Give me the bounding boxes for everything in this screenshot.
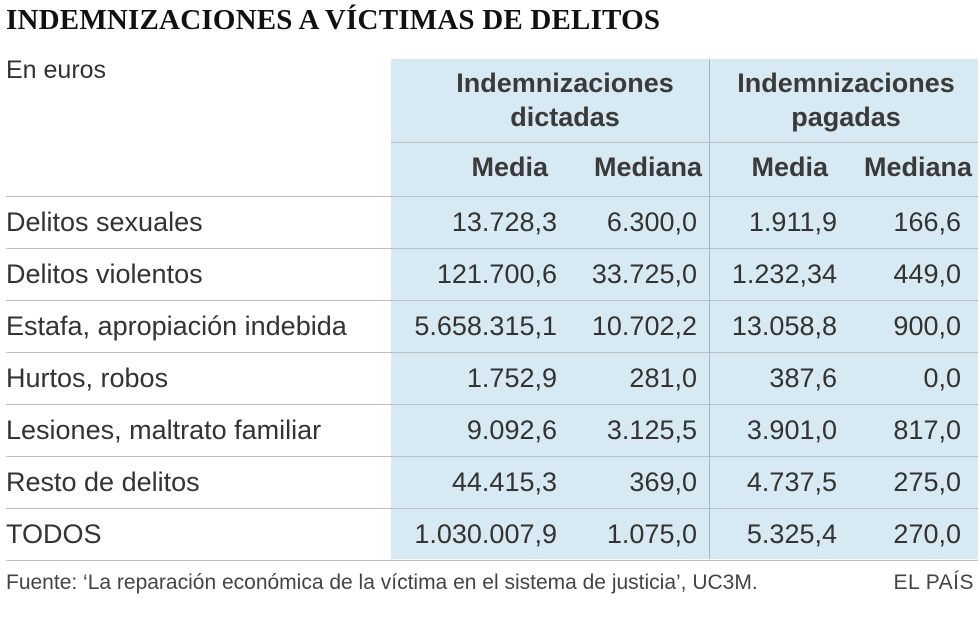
- cell-pagadas-mediana: 166,6: [893, 207, 961, 237]
- subheader-rule: [391, 142, 978, 143]
- cell-pagadas-media: 13.058,8: [731, 311, 837, 341]
- cell-pagadas-media: 1.911,9: [748, 207, 837, 237]
- cell-dictadas-mediana: 6.300,0: [606, 207, 697, 237]
- row-label: Hurtos, robos: [6, 363, 169, 393]
- cell-pagadas-media: 4.737,5: [746, 467, 837, 497]
- source-note: Fuente: ‘La reparación económica de la v…: [6, 571, 758, 594]
- header-bottom-rule: [6, 196, 978, 197]
- group-header-pagadas-line2: pagadas: [791, 102, 901, 132]
- table-row: Delitos violentos 121.700,6 33.725,0 1.232,…: [0, 249, 980, 301]
- cell-dictadas-mediana: 10.702,2: [591, 311, 697, 341]
- cell-pagadas-mediana: 275,0: [893, 467, 961, 497]
- unit-label: En euros: [6, 56, 107, 84]
- row-label: Resto de delitos: [6, 467, 200, 497]
- group-header-dictadas-line2: dictadas: [510, 102, 620, 132]
- chart-title: INDEMNIZACIONES A VÍCTIMAS DE DELITOS: [6, 4, 661, 36]
- row-rule: [6, 248, 978, 249]
- row-rule: [6, 300, 978, 301]
- cell-pagadas-media: 387,6: [769, 363, 837, 393]
- table-row: Delitos sexuales 13.728,3 6.300,0 1.911,9 16…: [0, 197, 980, 249]
- row-rule: [6, 404, 978, 405]
- cell-pagadas-media: 1.232,34: [731, 259, 837, 289]
- cell-dictadas-media: 1.030.007,9: [414, 519, 557, 549]
- row-label: TODOS: [6, 519, 102, 549]
- table-row: Estafa, apropiación indebida 5.658.315,1 1…: [0, 301, 980, 353]
- cell-pagadas-mediana: 817,0: [893, 415, 961, 445]
- col-header-pagadas-media: Media: [751, 152, 828, 182]
- cell-pagadas-media: 5.325,4: [746, 519, 837, 549]
- row-label: Estafa, apropiación indebida: [6, 311, 347, 341]
- table-row: Hurtos, robos 1.752,9 281,0 387,6 0,0: [0, 353, 980, 405]
- row-label: Delitos sexuales: [6, 207, 203, 237]
- cell-pagadas-mediana: 270,0: [893, 519, 961, 549]
- table-row: TODOS 1.030.007,9 1.075,0 5.325,4 270,0: [0, 509, 980, 561]
- row-rule: [6, 352, 978, 353]
- cell-dictadas-media: 9.092,6: [466, 415, 557, 445]
- col-header-pagadas-mediana: Mediana: [863, 152, 972, 182]
- cell-dictadas-media: 121.700,6: [436, 259, 557, 289]
- cell-dictadas-media: 1.752,9: [466, 363, 557, 393]
- col-header-dictadas-media: Media: [471, 152, 548, 182]
- group-header-pagadas: Indemnizaciones pagadas: [695, 66, 980, 134]
- cell-dictadas-mediana: 1.075,0: [606, 519, 697, 549]
- publisher-credit: EL PAÍS: [893, 571, 974, 594]
- cell-pagadas-mediana: 0,0: [923, 363, 961, 393]
- group-separator: [709, 59, 710, 559]
- cell-dictadas-mediana: 33.725,0: [591, 259, 697, 289]
- group-header-dictadas: Indemnizaciones dictadas: [414, 66, 716, 134]
- row-rule: [6, 560, 978, 561]
- cell-dictadas-mediana: 369,0: [629, 467, 697, 497]
- table-row: Resto de delitos 44.415,3 369,0 4.737,5 275,…: [0, 457, 980, 509]
- row-label: Delitos violentos: [6, 259, 203, 289]
- group-header-pagadas-line1: Indemnizaciones: [737, 68, 955, 98]
- cell-dictadas-mediana: 281,0: [629, 363, 697, 393]
- cell-pagadas-media: 3.901,0: [746, 415, 837, 445]
- cell-dictadas-media: 5.658.315,1: [414, 311, 557, 341]
- cell-dictadas-media: 13.728,3: [451, 207, 557, 237]
- row-label: Lesiones, maltrato familiar: [6, 415, 322, 445]
- cell-dictadas-media: 44.415,3: [451, 467, 557, 497]
- table-row: Lesiones, maltrato familiar 9.092,6 3.125,…: [0, 405, 980, 457]
- group-header-dictadas-line1: Indemnizaciones: [456, 68, 674, 98]
- cell-dictadas-mediana: 3.125,5: [606, 415, 697, 445]
- row-rule: [6, 456, 978, 457]
- cell-pagadas-mediana: 449,0: [893, 259, 961, 289]
- cell-pagadas-mediana: 900,0: [893, 311, 961, 341]
- col-header-dictadas-mediana: Mediana: [593, 152, 702, 182]
- row-rule: [6, 508, 978, 509]
